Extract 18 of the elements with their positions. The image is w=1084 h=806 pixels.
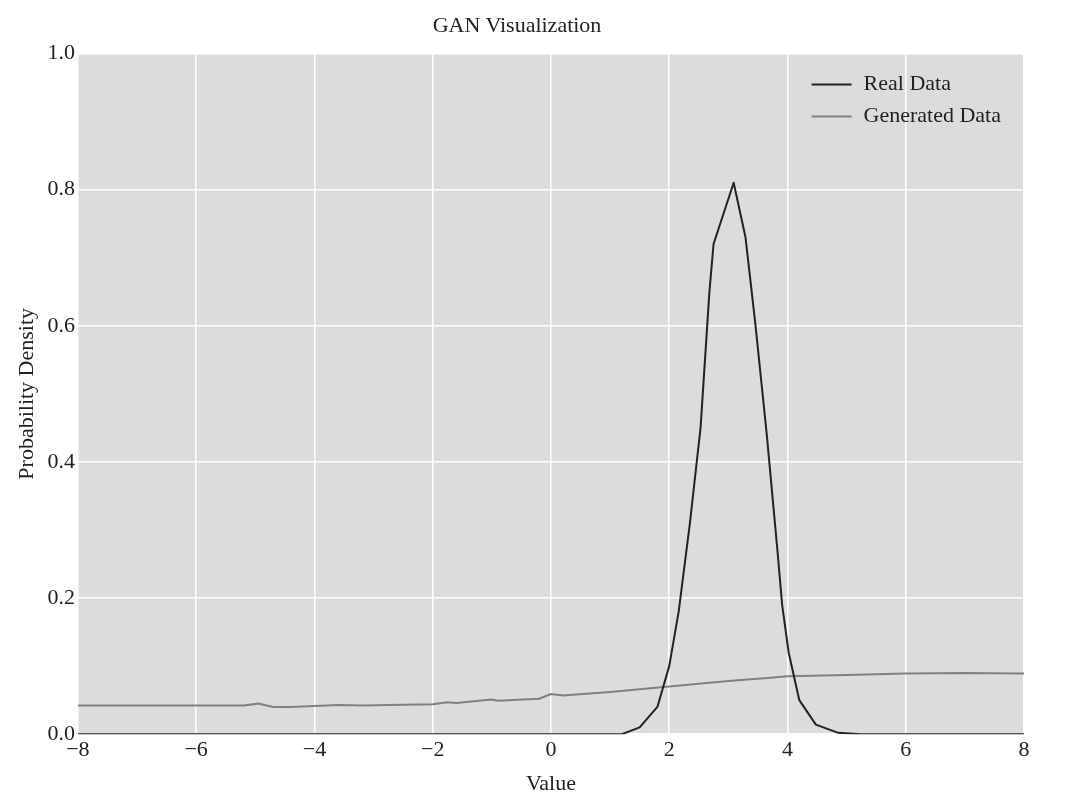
y-tick-label: 0.4	[47, 447, 75, 473]
x-tick-label: 2	[663, 736, 675, 762]
y-tick-label: 1.0	[47, 39, 75, 65]
legend-label: Real Data	[863, 70, 952, 96]
y-axis-title: Probability Density	[12, 307, 38, 480]
x-tick-label: −6	[184, 736, 208, 762]
x-tick-label: 0	[545, 736, 557, 762]
x-axis-title: Value	[525, 769, 576, 795]
y-tick-label: 0.2	[47, 583, 75, 609]
x-tick-label: 4	[781, 736, 793, 762]
x-tick-label: 8	[1018, 736, 1030, 762]
x-tick-label: −2	[420, 736, 445, 762]
x-tick-label: −4	[302, 736, 327, 762]
x-tick-label: 6	[900, 736, 912, 762]
legend-label: Generated Data	[863, 102, 1002, 128]
y-tick-label: 0.6	[47, 311, 75, 337]
chart-title: GAN Visualization	[432, 11, 602, 37]
y-tick-label: 0.8	[47, 175, 75, 201]
